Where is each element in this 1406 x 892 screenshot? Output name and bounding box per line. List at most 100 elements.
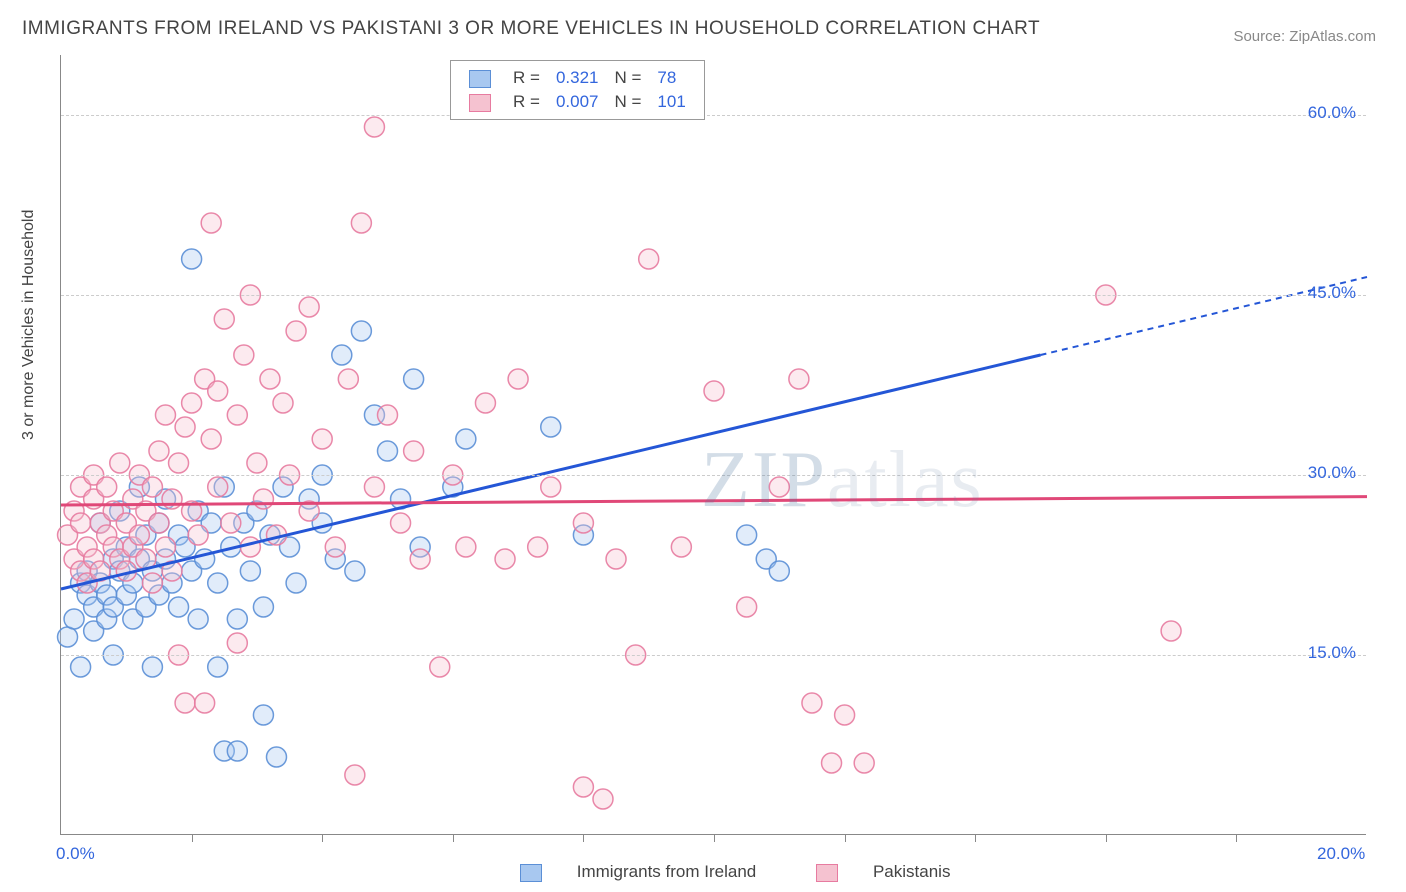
scatter-point [822, 753, 842, 773]
x-tick-label: 20.0% [1317, 844, 1365, 864]
scatter-point [364, 477, 384, 497]
x-tick-mark [845, 834, 846, 842]
scatter-point [253, 489, 273, 509]
scatter-point [737, 525, 757, 545]
scatter-point [835, 705, 855, 725]
legend-series-item: Pakistanis [816, 862, 980, 881]
scatter-point [182, 393, 202, 413]
scatter-point [227, 741, 247, 761]
scatter-point [325, 537, 345, 557]
legend-r-header: R = [505, 90, 548, 114]
y-tick-label: 45.0% [1286, 283, 1356, 303]
scatter-point [142, 573, 162, 593]
scatter-point [704, 381, 724, 401]
scatter-point [155, 405, 175, 425]
gridline-h [61, 295, 1366, 296]
scatter-point [227, 609, 247, 629]
y-tick-label: 60.0% [1286, 103, 1356, 123]
scatter-point [404, 369, 424, 389]
scatter-point [606, 549, 626, 569]
legend-swatch [469, 70, 491, 88]
scatter-point [149, 441, 169, 461]
scatter-point [593, 789, 613, 809]
x-tick-mark [453, 834, 454, 842]
scatter-point [227, 405, 247, 425]
y-tick-label: 30.0% [1286, 463, 1356, 483]
legend-n-value: 78 [649, 66, 693, 90]
scatter-point [286, 321, 306, 341]
scatter-point [273, 393, 293, 413]
scatter-point [541, 417, 561, 437]
scatter-point [378, 405, 398, 425]
scatter-point [201, 213, 221, 233]
legend-stats-row: R =0.007N =101 [461, 90, 694, 114]
x-tick-mark [322, 834, 323, 842]
scatter-point [737, 597, 757, 617]
scatter-point [528, 537, 548, 557]
scatter-point [214, 309, 234, 329]
legend-series-label: Immigrants from Ireland [577, 862, 757, 881]
scatter-point [456, 537, 476, 557]
plot-area: ZIPatlas 15.0%30.0%45.0%60.0%0.0%20.0% [60, 55, 1366, 835]
scatter-point [58, 627, 78, 647]
y-tick-label: 15.0% [1286, 643, 1356, 663]
scatter-point [456, 429, 476, 449]
scatter-point [364, 117, 384, 137]
scatter-point [208, 381, 228, 401]
scatter-point [64, 609, 84, 629]
legend-r-value: 0.321 [548, 66, 607, 90]
scatter-point [789, 369, 809, 389]
scatter-point [410, 549, 430, 569]
scatter-point [208, 477, 228, 497]
scatter-point [182, 249, 202, 269]
scatter-point [404, 441, 424, 461]
scatter-point [769, 561, 789, 581]
x-tick-mark [975, 834, 976, 842]
scatter-point [508, 369, 528, 389]
scatter-point [1161, 621, 1181, 641]
scatter-point [169, 597, 189, 617]
legend-r-value: 0.007 [548, 90, 607, 114]
scatter-point [391, 513, 411, 533]
scatter-point [495, 549, 515, 569]
scatter-point [345, 561, 365, 581]
legend-stats-row: R =0.321N =78 [461, 66, 694, 90]
scatter-point [97, 477, 117, 497]
legend-series: Immigrants from Ireland Pakistanis [520, 862, 1010, 882]
scatter-point [162, 489, 182, 509]
scatter-point [351, 321, 371, 341]
x-tick-mark [583, 834, 584, 842]
scatter-point [573, 777, 593, 797]
x-tick-mark [1236, 834, 1237, 842]
scatter-point [247, 453, 267, 473]
scatter-point [201, 429, 221, 449]
scatter-point [195, 693, 215, 713]
legend-series-label: Pakistanis [873, 862, 950, 881]
chart-title: IMMIGRANTS FROM IRELAND VS PAKISTANI 3 O… [22, 18, 1040, 40]
scatter-point [299, 297, 319, 317]
legend-swatch [469, 94, 491, 112]
scatter-point [253, 705, 273, 725]
scatter-point [430, 657, 450, 677]
scatter-point [71, 513, 91, 533]
source-label: Source: ZipAtlas.com [1233, 28, 1376, 45]
scatter-point [854, 753, 874, 773]
scatter-point [541, 477, 561, 497]
gridline-h [61, 115, 1366, 116]
scatter-point [221, 513, 241, 533]
legend-n-value: 101 [649, 90, 693, 114]
y-axis-label: 3 or more Vehicles in Household [20, 210, 38, 440]
scatter-point [351, 213, 371, 233]
scatter-point [769, 477, 789, 497]
scatter-point [240, 561, 260, 581]
scatter-point [110, 453, 130, 473]
scatter-point [129, 525, 149, 545]
scatter-point [188, 609, 208, 629]
scatter-point [142, 477, 162, 497]
x-tick-mark [1106, 834, 1107, 842]
legend-n-header: N = [606, 66, 649, 90]
scatter-point [338, 369, 358, 389]
scatter-point [227, 633, 247, 653]
scatter-point [345, 765, 365, 785]
scatter-point [175, 693, 195, 713]
